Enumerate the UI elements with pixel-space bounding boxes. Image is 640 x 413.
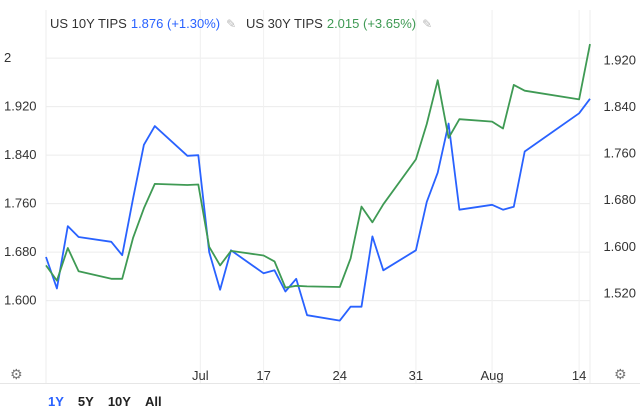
left-tick-label: 1.680 [4, 244, 37, 259]
legend-series-name: US 30Y TIPS [246, 16, 323, 31]
x-tick-label: 14 [572, 368, 586, 383]
left-tick-label: 1.840 [4, 147, 37, 162]
range-5y-button[interactable]: 5Y [77, 394, 94, 409]
range-10y-button[interactable]: 10Y [107, 394, 131, 409]
right-tick-label: 1.840 [603, 99, 636, 114]
gear-icon[interactable]: ⚙ [10, 366, 23, 382]
left-tick-label: 1.920 [4, 99, 37, 114]
series-line-30y [45, 43, 591, 289]
series-line-10y [45, 98, 591, 322]
x-tick-label: 24 [333, 368, 347, 383]
x-tick-label: Aug [481, 368, 504, 383]
legend-item-10y[interactable]: US 10Y TIPS 1.876 (+1.30%) ✎ [50, 16, 236, 31]
range-1y-button[interactable]: 1Y [48, 394, 64, 409]
left-tick-label: 1.600 [4, 293, 37, 308]
legend-item-30y[interactable]: US 30Y TIPS 2.015 (+3.65%) ✎ [246, 16, 432, 31]
left-axis-ticks: 2 1.920 1.840 1.760 1.680 1.600 [4, 50, 37, 307]
right-tick-label: 1.920 [603, 52, 636, 67]
right-axis-ticks: 1.920 1.840 1.760 1.680 1.600 1.520 [603, 52, 636, 300]
right-tick-label: 1.680 [603, 192, 636, 207]
legend-series-value: 2.015 (+3.65%) [326, 16, 417, 31]
left-tick-label: 2 [4, 50, 11, 65]
pencil-icon[interactable]: ✎ [422, 17, 433, 31]
legend-series-name: US 10Y TIPS [50, 16, 127, 31]
range-all-button[interactable]: All [144, 394, 162, 409]
left-tick-label: 1.760 [4, 196, 37, 211]
gear-icon[interactable]: ⚙ [614, 366, 627, 382]
grid-lines [45, 10, 591, 383]
x-tick-label: 31 [409, 368, 423, 383]
range-selector: 1Y 5Y 10Y All [48, 394, 162, 409]
x-tick-label: Jul [192, 368, 209, 383]
x-tick-label: 17 [256, 368, 270, 383]
legend-series-value: 1.876 (+1.30%) [130, 16, 221, 31]
right-tick-label: 1.520 [603, 285, 636, 300]
series-lines [45, 43, 591, 322]
right-tick-label: 1.760 [603, 146, 636, 161]
divider [0, 383, 640, 384]
right-tick-label: 1.600 [603, 239, 636, 254]
x-axis-ticks: Jul 17 24 31 Aug 14 [192, 368, 586, 383]
pencil-icon[interactable]: ✎ [226, 17, 237, 31]
